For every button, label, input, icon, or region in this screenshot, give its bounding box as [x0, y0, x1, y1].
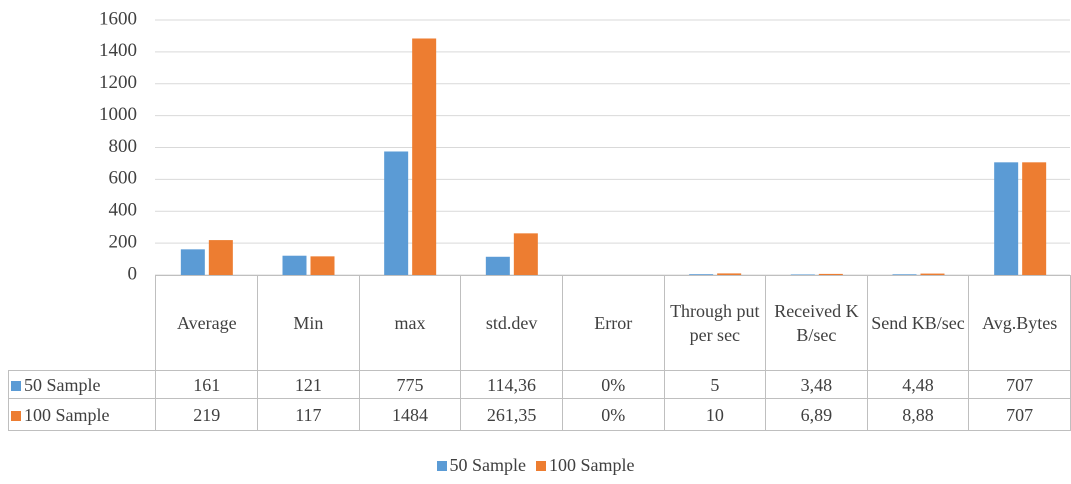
series-row: 50 Sample 161 121 775 114,36 0% 5 3,48 4,48 707 [7, 370, 1071, 399]
y-tick-label: 400 [109, 200, 138, 221]
value-cell: 8,88 [866, 398, 970, 431]
y-tick-label: 200 [109, 231, 138, 252]
bar [282, 255, 307, 275]
bar [513, 233, 538, 275]
legend-item: 50 Sample [436, 455, 527, 475]
legend: 50 Sample 100 Sample [0, 455, 1071, 476]
value-cell: 6,89 [765, 398, 868, 431]
value-cell: 121 [257, 370, 360, 399]
category-label: Avg.Bytes [968, 275, 1071, 371]
bar [485, 256, 510, 275]
y-tick-label: 1600 [99, 8, 137, 29]
category-label: max [358, 275, 462, 371]
series-name: 100 Sample [24, 404, 110, 425]
bar [892, 274, 917, 275]
category-label: Average [155, 275, 259, 371]
y-tick-label: 0 [128, 263, 138, 284]
value-cell: 0% [561, 398, 665, 431]
bar [1022, 162, 1047, 275]
series-name: 50 Sample [24, 374, 101, 395]
value-cell: 0% [561, 370, 665, 399]
bar [310, 256, 335, 275]
category-label: std.dev [460, 275, 563, 371]
y-tick-label: 800 [109, 136, 138, 157]
y-tick-label: 1200 [99, 72, 137, 93]
bar [384, 151, 409, 275]
bar [180, 249, 205, 275]
y-tick-label: 1000 [99, 104, 137, 125]
series-key: 50 Sample [7, 370, 157, 399]
value-cell: 5 [663, 370, 767, 399]
legend-swatch [536, 461, 546, 471]
value-cell: 219 [155, 398, 259, 431]
corner-cell [8, 275, 157, 371]
value-cell: 10 [663, 398, 767, 431]
value-cell: 775 [358, 370, 462, 399]
series-key: 100 Sample [7, 398, 157, 431]
category-label: Received KB/sec [765, 275, 868, 371]
y-tick-label: 1400 [99, 40, 137, 61]
value-cell: 1484 [358, 398, 462, 431]
bar [994, 162, 1019, 275]
bar [790, 274, 815, 275]
legend-swatch [11, 410, 21, 421]
bar [412, 38, 437, 275]
category-label: Error [561, 275, 665, 371]
bar [689, 274, 714, 275]
header-row: Average Min max std.dev Error Through put per… [8, 275, 1071, 371]
data-table: Average Min max std.dev Error Through put per… [7, 275, 1071, 431]
legend-label: 50 Sample [449, 455, 527, 475]
legend-swatch [11, 380, 21, 391]
category-label: Through put per sec [663, 275, 767, 371]
value-cell: 114,36 [460, 370, 563, 399]
legend-item: 100 Sample [536, 455, 635, 475]
bar [920, 273, 945, 275]
value-cell: 161 [155, 370, 259, 399]
value-cell: 707 [968, 370, 1071, 399]
y-tick-label: 600 [109, 168, 138, 189]
value-cell: 707 [968, 398, 1071, 431]
bar [818, 273, 843, 275]
legend-label: 100 Sample [549, 455, 635, 475]
value-cell: 117 [257, 398, 360, 431]
category-label: Min [257, 275, 360, 371]
series-row: 100 Sample 219 117 1484 261,35 0% 10 6,89 8,88 70… [7, 398, 1071, 431]
bar [717, 273, 742, 275]
bar [208, 240, 233, 275]
legend-swatch [436, 461, 447, 471]
value-cell: 3,48 [765, 370, 868, 399]
category-label: Send KB/sec [866, 275, 970, 371]
value-cell: 4,48 [866, 370, 970, 399]
value-cell: 261,35 [460, 398, 563, 431]
